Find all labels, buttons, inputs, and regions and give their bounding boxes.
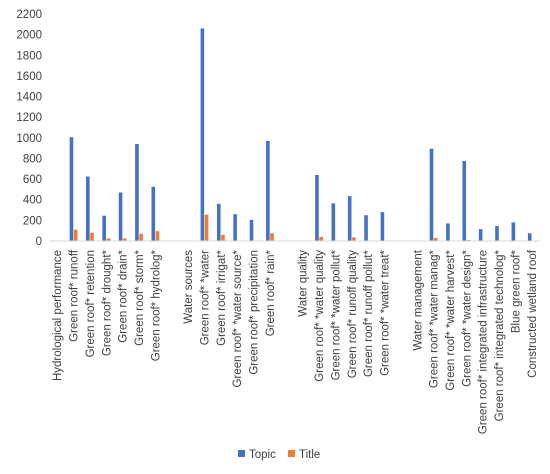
bars <box>69 28 532 242</box>
x-category-label: Green roof* *water manag* <box>429 249 441 388</box>
x-category-label: Water management <box>412 249 424 350</box>
legend: Topic Title <box>238 449 320 461</box>
y-tick-label: 1800 <box>16 50 42 62</box>
bar-topic <box>266 140 270 241</box>
x-category-label: Green roof* *water design* <box>461 249 473 386</box>
bar-topic <box>315 174 319 241</box>
bar-topic <box>151 186 156 241</box>
y-tick-label: 1400 <box>16 92 42 104</box>
bar-topic <box>216 203 221 241</box>
y-tick-label: 1000 <box>16 133 42 145</box>
bar-topic <box>364 215 368 241</box>
bar-topic <box>527 233 532 241</box>
legend-swatch-topic <box>238 450 245 457</box>
bar-title <box>204 214 209 241</box>
bar-title <box>270 233 274 241</box>
bar-topic <box>86 176 90 241</box>
bar-topic <box>462 161 467 241</box>
bar-title <box>466 239 471 241</box>
bar-title <box>122 238 127 241</box>
bar-title <box>155 231 160 241</box>
x-category-label: Green roof* irrigat* <box>216 249 228 345</box>
x-category-label: Green roof* integrated infrastructure <box>478 250 490 434</box>
bar-title <box>73 229 78 241</box>
bar-title <box>352 237 356 241</box>
y-tick-label: 400 <box>23 195 42 207</box>
bar-topic <box>249 219 254 241</box>
x-category-label: Green roof* *water <box>199 250 211 345</box>
bar-title <box>433 237 438 241</box>
x-category-label: Green roof* drain* <box>118 249 130 342</box>
bar-topic <box>429 148 434 241</box>
y-tick-label: 800 <box>23 153 42 165</box>
y-tick-label: 1200 <box>16 112 42 124</box>
bar-topic <box>495 226 499 241</box>
x-category-label: Green roof* hydrolog* <box>150 249 162 361</box>
legend-swatch-title <box>288 450 295 457</box>
bar-title <box>106 238 111 241</box>
legend-label-title: Title <box>299 449 320 461</box>
y-tick-label: 0 <box>36 236 42 248</box>
x-category-label: Green roof* rain* <box>265 249 277 336</box>
y-tick-label: 600 <box>23 174 42 186</box>
y-tick-label: 200 <box>23 215 42 227</box>
x-category-label: Constructed wetland roof <box>527 249 539 378</box>
x-category-label: Green roof* retention <box>85 250 97 357</box>
x-category-label: Green roof* *water treat* <box>380 249 392 375</box>
bar-topic <box>233 214 237 241</box>
x-category-label: Green roof* runoff quality <box>347 250 359 379</box>
bar-topic <box>102 215 106 241</box>
bar-topic <box>446 223 450 241</box>
bar-topic <box>200 28 205 242</box>
x-category-label: Green roof* *water quality <box>314 250 326 382</box>
x-category-label: Water quality <box>298 250 310 317</box>
x-category-label: Water sources <box>183 250 195 324</box>
bar-title <box>221 234 225 241</box>
x-category-label: Green roof* storm* <box>134 249 146 345</box>
x-category-label: Green roof* precipitation <box>249 250 261 375</box>
bar-topic <box>118 192 123 241</box>
bar-title <box>139 233 143 241</box>
x-category-label: Green roof* *water pollut* <box>330 249 342 380</box>
x-category-label: Green roof* runoff <box>69 249 81 342</box>
y-tick-label: 2200 <box>16 9 42 21</box>
x-category-label: Blue green roof* <box>510 249 522 333</box>
x-axis-labels: Hydrological performance Green roof* runo… <box>52 249 539 434</box>
bar-topic <box>69 137 74 241</box>
bar-topic <box>511 222 516 241</box>
x-category-label: Green roof* *water source* <box>232 249 244 387</box>
y-tick-label: 2000 <box>16 30 42 42</box>
x-category-label: Green roof* drought* <box>101 249 113 356</box>
y-axis-ticks: 0 200 400 600 800 1000 1200 1400 1600 1800 2000 220… <box>16 9 42 248</box>
bar-topic <box>135 144 139 241</box>
x-category-label: Green roof* *water harvest* <box>445 249 457 390</box>
bar-topic <box>380 212 385 241</box>
bar-title <box>319 236 323 241</box>
bar-topic <box>347 196 352 241</box>
x-category-label: Hydrological performance <box>52 250 64 381</box>
x-category-label: Green roof* integrated technolog* <box>494 249 506 421</box>
y-tick-label: 1600 <box>16 71 42 83</box>
bar-topic <box>331 203 336 241</box>
bar-topic <box>478 229 483 241</box>
bar-title <box>90 232 94 241</box>
legend-label-topic: Topic <box>249 449 276 461</box>
x-category-label: Green roof* runoff pollut* <box>363 249 375 377</box>
